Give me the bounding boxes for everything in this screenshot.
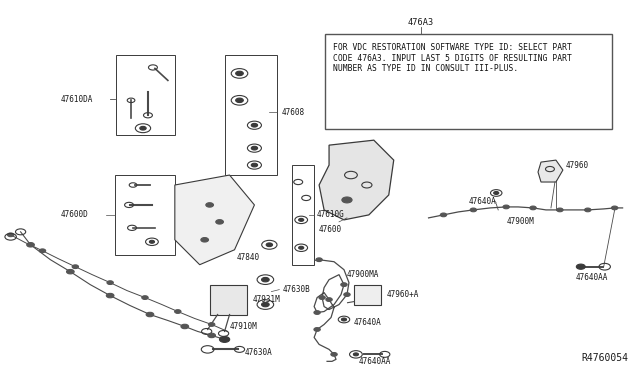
Circle shape <box>299 218 304 221</box>
Circle shape <box>340 283 347 286</box>
Circle shape <box>314 328 320 331</box>
Text: 47910M: 47910M <box>230 322 257 331</box>
Circle shape <box>342 197 352 203</box>
Text: 47610G: 47610G <box>317 211 345 219</box>
Bar <box>326 34 612 129</box>
Circle shape <box>353 353 358 356</box>
Bar <box>115 175 175 255</box>
Bar <box>292 165 314 265</box>
Circle shape <box>220 336 230 342</box>
Circle shape <box>149 240 154 243</box>
Circle shape <box>175 310 181 313</box>
Bar <box>210 285 248 314</box>
Circle shape <box>181 324 189 329</box>
Circle shape <box>262 302 269 307</box>
Circle shape <box>208 333 216 338</box>
Circle shape <box>252 163 258 167</box>
Circle shape <box>470 208 477 212</box>
Circle shape <box>440 213 447 217</box>
Circle shape <box>530 206 536 210</box>
Circle shape <box>236 98 243 103</box>
Polygon shape <box>319 140 394 220</box>
Circle shape <box>107 281 113 285</box>
Polygon shape <box>538 160 563 182</box>
Circle shape <box>67 269 74 274</box>
Text: 47600: 47600 <box>319 225 342 234</box>
Text: 47610DA: 47610DA <box>60 95 93 104</box>
Circle shape <box>341 318 346 321</box>
Text: 47640AA: 47640AA <box>359 357 391 366</box>
Text: 47640AA: 47640AA <box>576 273 608 282</box>
Circle shape <box>8 233 14 237</box>
Text: 47960+A: 47960+A <box>387 290 419 299</box>
Text: 476A3: 476A3 <box>408 19 434 28</box>
Text: 47600D: 47600D <box>60 211 88 219</box>
Circle shape <box>503 205 509 209</box>
Text: 47931M: 47931M <box>252 295 280 304</box>
Circle shape <box>201 238 209 242</box>
Text: 47900MA: 47900MA <box>347 270 380 279</box>
Circle shape <box>72 265 79 269</box>
Text: 47640A: 47640A <box>468 198 496 206</box>
Polygon shape <box>175 175 255 265</box>
Circle shape <box>319 296 325 299</box>
Circle shape <box>140 126 146 130</box>
Circle shape <box>252 146 258 150</box>
Circle shape <box>266 243 273 247</box>
Circle shape <box>557 208 563 212</box>
Circle shape <box>252 124 258 127</box>
Circle shape <box>209 323 215 326</box>
Circle shape <box>611 206 618 210</box>
Circle shape <box>344 293 350 296</box>
Text: FOR VDC RESTORATION SOFTWARE TYPE ID: SELECT PART
CODE 476A3. INPUT LAST 5 DIGIT: FOR VDC RESTORATION SOFTWARE TYPE ID: SE… <box>333 43 572 73</box>
Bar <box>116 55 175 135</box>
Text: 47900M: 47900M <box>506 217 534 227</box>
Circle shape <box>299 246 304 249</box>
Circle shape <box>216 219 223 224</box>
Circle shape <box>584 208 591 212</box>
Text: R4760054: R4760054 <box>581 353 628 363</box>
Text: 47630B: 47630B <box>282 285 310 294</box>
Circle shape <box>27 243 35 247</box>
Circle shape <box>142 296 148 299</box>
Circle shape <box>493 192 499 195</box>
Text: 47640A: 47640A <box>354 318 381 327</box>
Text: 47608: 47608 <box>282 108 305 117</box>
Text: 47960: 47960 <box>566 161 589 170</box>
Circle shape <box>146 312 154 317</box>
Text: 47630A: 47630A <box>244 348 272 357</box>
Bar <box>225 55 277 175</box>
Circle shape <box>331 353 337 356</box>
Circle shape <box>206 203 214 207</box>
Circle shape <box>236 71 243 76</box>
Circle shape <box>577 264 585 269</box>
Circle shape <box>314 311 320 314</box>
Circle shape <box>316 258 323 262</box>
Circle shape <box>262 278 269 282</box>
Circle shape <box>326 298 332 301</box>
Circle shape <box>106 294 114 298</box>
Bar <box>354 285 381 305</box>
Text: 47840: 47840 <box>237 253 260 262</box>
Circle shape <box>39 249 45 253</box>
